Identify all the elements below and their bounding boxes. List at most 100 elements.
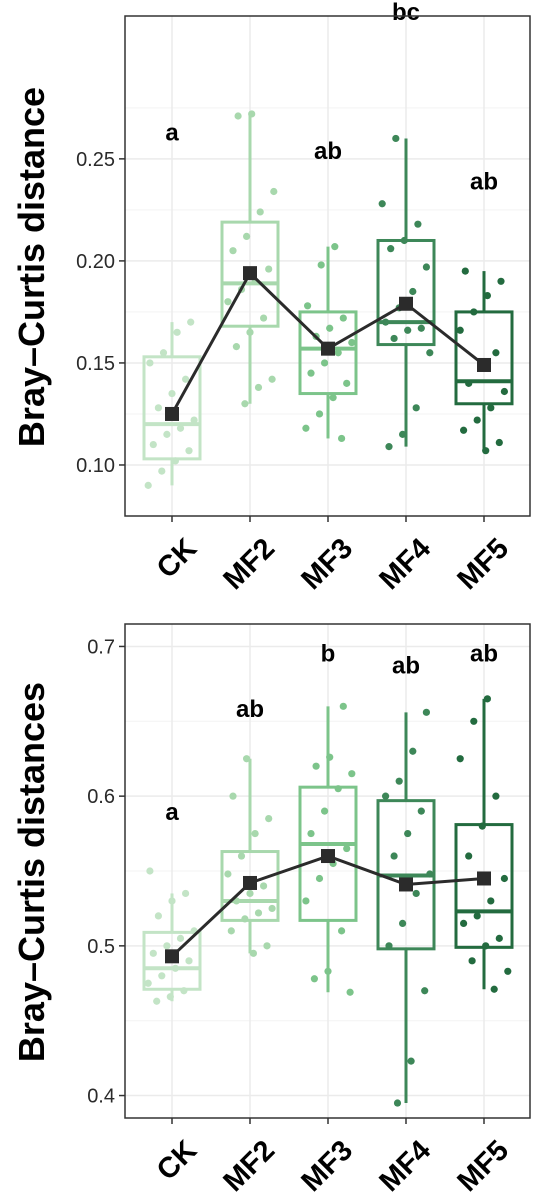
data-point (465, 379, 473, 387)
data-point (399, 919, 407, 927)
data-point (146, 359, 154, 367)
data-point (390, 852, 398, 860)
data-point (263, 942, 271, 950)
data-point (483, 291, 491, 300)
data-point (254, 383, 263, 392)
data-point (348, 338, 356, 347)
box-group-mf2 (220, 755, 280, 957)
data-point (382, 318, 390, 326)
data-point (182, 889, 190, 898)
significance-label: ab (236, 696, 264, 723)
data-point (426, 349, 434, 357)
data-point (461, 267, 469, 275)
data-point (246, 328, 254, 336)
data-point (315, 410, 324, 418)
data-point (321, 807, 329, 815)
data-point (153, 997, 161, 1005)
y-axis-label: Bray–Curtis distances (11, 682, 52, 1062)
data-point (324, 967, 332, 975)
data-point (171, 964, 179, 972)
data-point (378, 200, 386, 208)
box-group-mf5 (454, 267, 514, 455)
data-point (144, 979, 152, 987)
data-point (229, 792, 237, 800)
data-point (414, 220, 422, 228)
data-point (180, 987, 188, 995)
data-point (144, 481, 152, 489)
data-point (460, 919, 468, 927)
box (298, 785, 358, 922)
significance-label: a (165, 799, 179, 826)
data-point (185, 447, 193, 455)
x-category-label: MF2 (217, 1134, 281, 1198)
box-group-ck (142, 318, 202, 489)
data-point (343, 844, 351, 853)
data-point (163, 430, 171, 438)
data-point (339, 314, 347, 322)
data-point (163, 942, 171, 950)
x-category-label: MF3 (295, 532, 359, 596)
data-point (500, 387, 508, 396)
data-point (149, 949, 157, 957)
box-group-ck (142, 867, 202, 1005)
data-point (331, 243, 339, 251)
box-group-mf4 (376, 134, 436, 451)
data-point (176, 424, 185, 432)
significance-label: ab (470, 168, 498, 195)
bottom-chart-panel: a ab b ab ab 0.4 0.5 0.6 0.7 CK MF2 MF3 MF4 MF5 Bray–C… (11, 623, 531, 1198)
y-tick-label: 0.20 (76, 251, 115, 273)
data-point (482, 447, 490, 455)
data-point (456, 755, 464, 763)
data-point (237, 852, 246, 860)
data-point (265, 265, 273, 273)
y-tick-label: 0.6 (87, 786, 115, 808)
data-point (497, 277, 505, 285)
data-point (470, 717, 478, 725)
data-point (468, 957, 476, 965)
data-point (246, 889, 254, 898)
data-point (302, 897, 310, 905)
data-point (399, 430, 407, 438)
data-point (426, 870, 434, 878)
data-point (302, 424, 310, 432)
data-point (465, 852, 473, 860)
data-point (412, 889, 420, 898)
y-tick-label: 0.25 (76, 149, 115, 171)
data-point (224, 870, 232, 878)
x-category-label: MF3 (295, 1134, 359, 1198)
data-point (326, 324, 334, 332)
data-point (470, 308, 478, 316)
data-point (251, 829, 259, 838)
mean-marker (165, 406, 179, 421)
box (142, 930, 202, 991)
data-point (190, 416, 198, 424)
data-point (260, 314, 268, 322)
data-point (234, 112, 242, 120)
data-point (249, 949, 257, 957)
data-point (229, 247, 237, 255)
data-point (265, 815, 273, 823)
data-point (241, 400, 249, 408)
data-point (487, 897, 495, 905)
data-point (173, 328, 181, 336)
data-point (404, 829, 412, 838)
top-chart-panel: acabbcab0.100.150.200.25CKMF2MF3MF4MF5Br… (11, 0, 531, 596)
data-point (241, 915, 249, 923)
data-point (310, 975, 318, 983)
data-point (334, 785, 342, 793)
x-category-label: MF2 (217, 532, 281, 596)
box-group-mf5 (454, 695, 514, 993)
mean-marker (165, 949, 179, 964)
data-point (385, 443, 393, 451)
data-point (232, 343, 240, 351)
data-point (460, 426, 468, 434)
data-point (334, 349, 342, 357)
y-tick-label: 0.7 (87, 636, 115, 658)
data-point (409, 747, 417, 755)
data-point (182, 375, 190, 383)
data-point (185, 957, 193, 965)
data-point (492, 349, 500, 357)
data-point (187, 318, 195, 326)
data-point (312, 762, 320, 770)
data-point (338, 434, 346, 443)
